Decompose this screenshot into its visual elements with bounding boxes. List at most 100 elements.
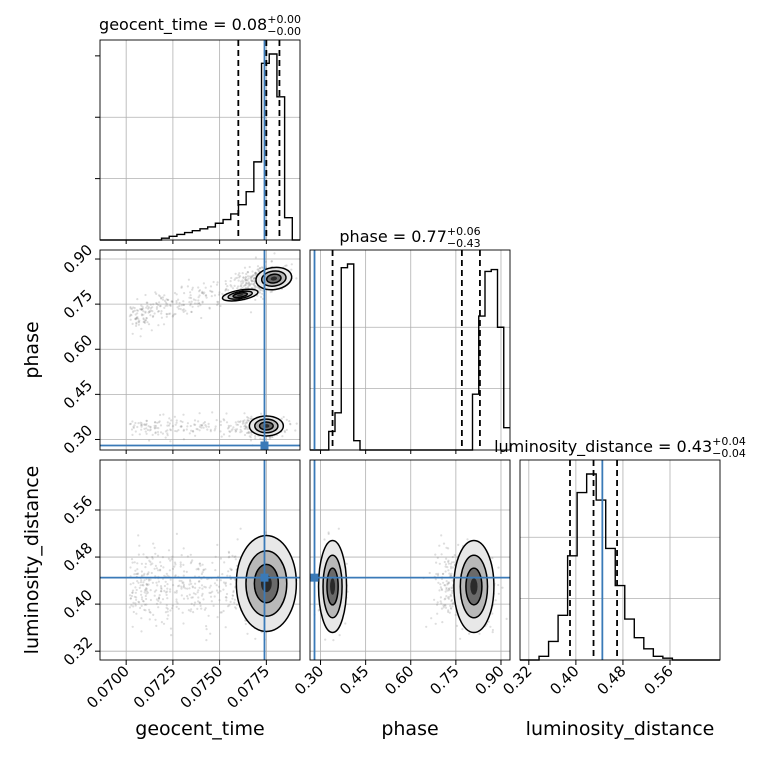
sample-point-2-0 (220, 611, 223, 614)
sample-point-1-0 (219, 420, 222, 423)
sample-point-1-0 (251, 275, 254, 278)
ytick-label-phase-1: 0.45 (60, 376, 96, 412)
sample-point-2-0 (217, 585, 221, 588)
sample-point-2-0 (200, 594, 204, 597)
yaxis-label-phase: phase (21, 321, 43, 378)
sample-point-2-0 (146, 591, 149, 594)
sample-point-1-0 (250, 279, 254, 282)
sample-point-2-0 (173, 561, 177, 564)
sample-point-1-0 (189, 291, 192, 294)
sample-point-2-0 (180, 585, 183, 588)
sample-point-2-0 (173, 565, 176, 568)
sample-point-1-0 (200, 424, 204, 427)
sample-point-2-0 (144, 562, 147, 565)
sample-point-1-0 (254, 435, 257, 438)
sample-point-1-0 (160, 296, 163, 299)
sample-point-2-0 (148, 608, 151, 611)
sample-point-2-0 (179, 565, 182, 568)
sample-point-1-0 (180, 304, 183, 307)
sample-point-1-0 (224, 289, 227, 292)
xtick-label-luminosity_distance-3: 0.56 (640, 662, 676, 698)
title-label-geocent_time: geocent_time = 0.08 (99, 15, 267, 35)
sample-point-1-0 (216, 281, 219, 284)
sample-point-1-0 (160, 297, 163, 300)
sample-point-2-0 (166, 610, 169, 613)
sample-point-1-0 (198, 290, 201, 293)
sample-point-2-0 (143, 608, 146, 612)
sample-point-2-0 (169, 609, 172, 612)
sample-point-1-0 (166, 432, 169, 435)
sample-point-1-0 (241, 286, 244, 289)
sample-point-1-0 (245, 421, 249, 424)
sample-point-1-0 (240, 284, 243, 287)
panel-title-geocent_time: geocent_time = 0.08+0.00 (99, 13, 301, 35)
sample-point-1-0 (134, 421, 137, 425)
sample-point-1-0 (249, 436, 252, 439)
sample-point-1-0 (149, 314, 152, 317)
sample-point-1-0 (169, 304, 172, 307)
sample-point-1-0 (233, 284, 236, 287)
sample-point-1-0 (242, 280, 245, 283)
sample-point-2-0 (144, 594, 147, 598)
sample-point-2-1 (450, 598, 453, 602)
sample-point-2-0 (134, 604, 137, 607)
sample-point-2-0 (137, 581, 140, 584)
sample-point-2-0 (140, 562, 143, 565)
sample-point-1-0 (288, 420, 291, 423)
sample-point-1-0 (205, 425, 208, 428)
sample-point-1-0 (163, 294, 166, 297)
sample-point-2-0 (134, 586, 137, 589)
sample-point-2-0 (186, 555, 189, 558)
sample-point-2-0 (162, 622, 166, 625)
sample-point-2-1 (437, 572, 440, 576)
sample-point-1-0 (225, 287, 228, 290)
sample-point-1-0 (191, 305, 194, 308)
sample-point-2-0 (159, 590, 163, 593)
sample-point-1-0 (200, 424, 204, 427)
sample-point-2-0 (135, 572, 138, 576)
sample-point-1-0 (168, 422, 171, 425)
sample-point-1-0 (253, 280, 256, 283)
sample-point-2-0 (204, 586, 207, 589)
sample-point-1-0 (215, 419, 218, 422)
sample-point-2-0 (201, 587, 204, 590)
ytick-label-luminosity_distance-0: 0.32 (60, 633, 96, 669)
sample-point-2-0 (239, 527, 242, 530)
title-label-phase: phase = 0.77 (339, 227, 446, 246)
sample-point-2-1 (447, 562, 450, 565)
sample-point-1-0 (159, 413, 162, 417)
ytick-label-luminosity_distance-2: 0.48 (60, 539, 96, 575)
sample-point-1-0 (136, 425, 139, 429)
sample-point-1-0 (247, 416, 250, 420)
sample-point-1-0 (142, 313, 145, 316)
sample-point-2-0 (233, 578, 236, 581)
sample-point-1-0 (178, 304, 181, 308)
sample-point-1-0 (269, 290, 272, 294)
sample-point-2-0 (149, 589, 152, 592)
sample-point-1-0 (242, 420, 245, 423)
sample-point-1-0 (166, 298, 169, 302)
sample-point-1-0 (261, 289, 264, 292)
sample-point-1-0 (211, 411, 214, 414)
sample-point-1-0 (145, 419, 148, 422)
sample-point-2-0 (214, 569, 217, 572)
sample-point-2-0 (140, 630, 143, 633)
sample-point-2-0 (131, 591, 134, 594)
sample-point-1-0 (214, 425, 217, 428)
sample-point-1-0 (130, 314, 133, 317)
sample-point-1-0 (250, 415, 253, 418)
sample-point-2-0 (145, 590, 148, 593)
sample-point-1-0 (138, 319, 141, 322)
sample-point-2-0 (198, 580, 201, 583)
sample-point-1-0 (227, 426, 231, 429)
sample-point-1-0 (166, 424, 169, 427)
sample-point-2-1 (436, 574, 440, 577)
sample-point-2-1 (451, 589, 454, 593)
sample-point-1-0 (220, 435, 223, 438)
sample-point-2-0 (224, 596, 227, 599)
sample-point-1-0 (270, 260, 273, 263)
sample-point-2-0 (144, 566, 147, 569)
sample-point-2-1 (447, 560, 450, 563)
sample-point-1-0 (236, 276, 239, 279)
sample-point-2-1 (445, 557, 448, 560)
